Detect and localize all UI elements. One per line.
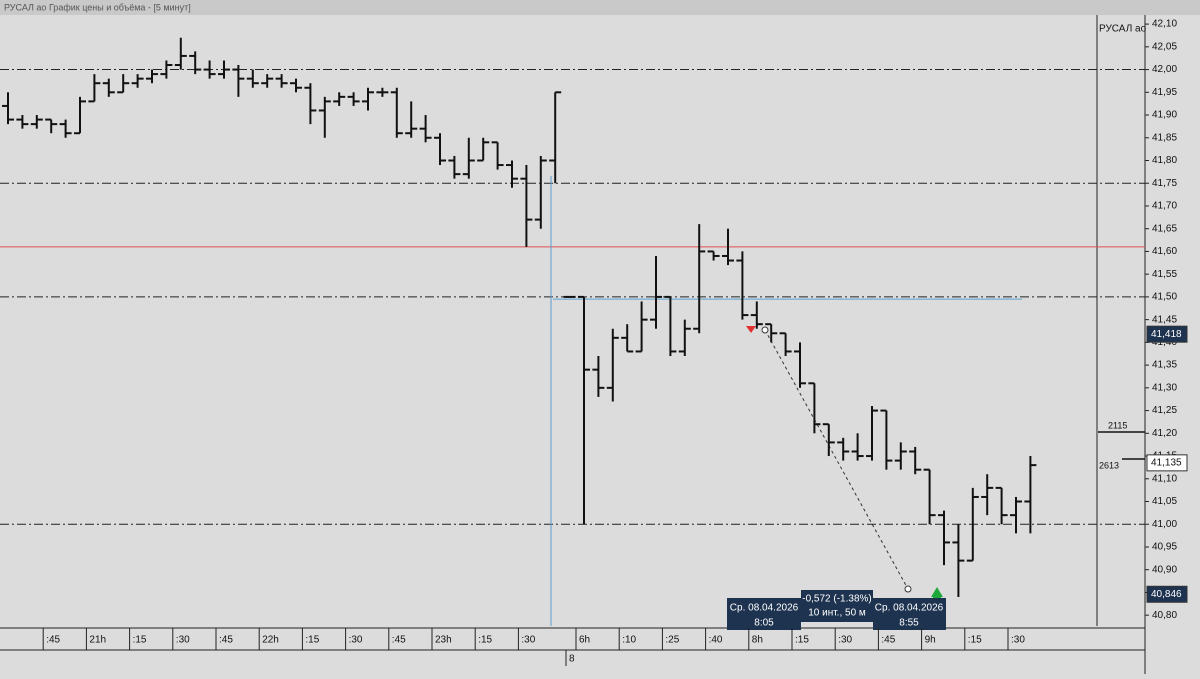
measure-line [764, 329, 909, 590]
title-bar [0, 0, 1200, 15]
price-tag [1146, 325, 1188, 343]
y-tick-label: 41,45 [1152, 314, 1177, 325]
y-tick-label: 41,85 [1152, 132, 1177, 143]
x-tick-label: :30 [176, 635, 190, 646]
measure-start [761, 326, 769, 334]
x-tick-label: :15 [478, 635, 492, 646]
x-tick-label: :30 [838, 635, 852, 646]
y-tick-label: 41,30 [1152, 382, 1177, 393]
y-tick-label: 41,95 [1152, 87, 1177, 98]
x-tick-label: :45 [219, 635, 233, 646]
y-tick-label: 40,95 [1152, 542, 1177, 553]
y-tick-label: 40,90 [1152, 564, 1177, 575]
y-tick-label: 41,50 [1152, 292, 1177, 303]
price-tag-label: 41,135 [1151, 458, 1182, 469]
x-tick-label: :45 [392, 635, 406, 646]
y-tick-label: 41,80 [1152, 155, 1177, 166]
y-tick-label: 41,65 [1152, 223, 1177, 234]
date-label: 8 [569, 654, 575, 665]
x-tick-label: :10 [622, 635, 636, 646]
y-tick-label: 42,00 [1152, 64, 1177, 75]
price-tag-label: 40,846 [1151, 589, 1182, 600]
y-tick-label: 41,00 [1152, 519, 1177, 530]
price-tag-label: 41,418 [1151, 329, 1182, 340]
y-tick-label: 41,90 [1152, 110, 1177, 121]
y-tick-label: 41,70 [1152, 201, 1177, 212]
x-tick-label: 9h [925, 635, 936, 646]
window-title: РУСАЛ ао График цены и объёма - [5 минут… [4, 2, 191, 12]
x-tick-label: :30 [349, 635, 363, 646]
x-tick-label: :15 [795, 635, 809, 646]
y-tick-label: 41,25 [1152, 405, 1177, 416]
x-tick-label: :45 [46, 635, 60, 646]
price-tag [1146, 454, 1188, 472]
volume-label: 2115 [1108, 420, 1127, 430]
x-tick-label: 21h [89, 635, 106, 646]
y-tick-label: 42,10 [1152, 19, 1177, 30]
y-tick-label: 40,80 [1152, 610, 1177, 621]
sell-marker [746, 326, 756, 333]
x-tick-label: :40 [709, 635, 723, 646]
x-tick-label: :30 [521, 635, 535, 646]
volume-labels: 2115 2613 [1098, 420, 1145, 470]
x-tick-label: :15 [133, 635, 147, 646]
y-tick-label: 41,35 [1152, 360, 1177, 371]
x-tick-label: :45 [881, 635, 895, 646]
x-tick-label: 23h [435, 635, 452, 646]
y-tick-label: 42,05 [1152, 41, 1177, 52]
x-tick-label: :25 [665, 635, 679, 646]
price-tag [1146, 585, 1188, 603]
tooltip-text: -0,572 (-1.38%) [802, 594, 871, 605]
y-tick-label: 41,60 [1152, 246, 1177, 257]
tooltip-text: Ср. 08.04.2026 [730, 603, 799, 614]
x-tick-label: :15 [305, 635, 319, 646]
tooltip-box [801, 590, 873, 622]
y-tick-label: 41,55 [1152, 269, 1177, 280]
y-tick-label: 41,05 [1152, 496, 1177, 507]
x-tick-label: 6h [579, 635, 590, 646]
y-tick-label: 41,20 [1152, 428, 1177, 439]
volume-label: 2613 [1099, 460, 1119, 470]
tooltip-text: 8:55 [899, 618, 919, 629]
tooltip-box [873, 598, 946, 630]
y-tick-label: 41,10 [1152, 473, 1177, 484]
x-tick-label: :30 [1011, 635, 1025, 646]
tooltip-text: 10 инт., 50 м [808, 608, 866, 619]
y-tick-label: 41,75 [1152, 178, 1177, 189]
x-tick-label: 22h [262, 635, 279, 646]
legend: РУСАЛ ао [1099, 24, 1147, 35]
tooltips: Ср. 08.04.2026 8:05 -0,572 (-1.38%) 10 и… [727, 590, 946, 630]
x-tick-label: 8h [752, 635, 763, 646]
measure-end [904, 585, 912, 593]
tooltip-text: Ср. 08.04.2026 [875, 603, 944, 614]
x-tick-label: :15 [968, 635, 982, 646]
tooltip-text: 8:05 [754, 618, 774, 629]
tooltip-box [727, 598, 801, 630]
